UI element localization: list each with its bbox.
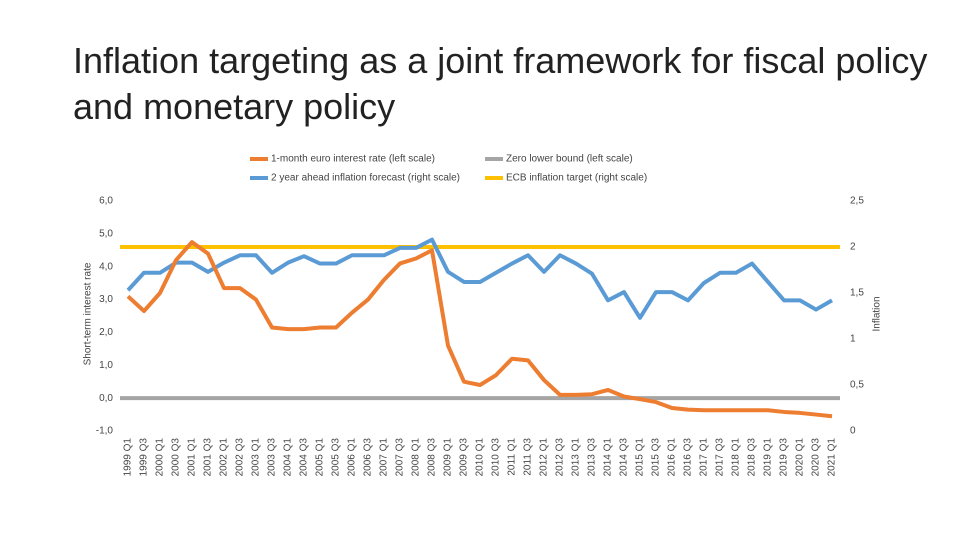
- x-tick-label: 2006 Q1: [347, 438, 358, 477]
- y-tick-label: 6,0: [99, 196, 113, 207]
- legend-label: 2 year ahead inflation forecast (right s…: [271, 173, 460, 184]
- y-tick-label: 3,0: [99, 294, 113, 305]
- x-tick-label: 2015 Q3: [651, 438, 662, 477]
- y-tick-label: 4,0: [99, 261, 113, 272]
- x-tick-label: 2016 Q3: [683, 438, 694, 477]
- y2-tick-label: 1: [850, 334, 856, 345]
- legend-label: Zero lower bound (left scale): [506, 154, 633, 165]
- x-tick-label: 2002 Q3: [235, 438, 246, 477]
- x-tick-label: 2004 Q1: [283, 438, 294, 477]
- x-tick-label: 2014 Q3: [619, 438, 630, 477]
- x-tick-label: 2015 Q1: [635, 438, 646, 477]
- y2-tick-label: 2,5: [850, 196, 864, 207]
- x-tick-label: 2014 Q1: [603, 438, 614, 477]
- x-tick-label: 2001 Q3: [203, 438, 214, 477]
- legend-label: 1-month euro interest rate (left scale): [271, 154, 435, 165]
- series-line: [126, 237, 833, 320]
- x-tick-label: 1999 Q1: [123, 438, 134, 477]
- x-tick-label: 2003 Q3: [267, 438, 278, 477]
- legend-label: ECB inflation target (right scale): [506, 173, 647, 184]
- y2-tick-label: 1,5: [850, 288, 864, 299]
- y-tick-label: 5,0: [99, 228, 113, 239]
- x-tick-label: 2021 Q1: [827, 438, 838, 477]
- x-tick-label: 2004 Q3: [299, 438, 310, 477]
- x-tick-label: 2017 Q1: [699, 438, 710, 477]
- y-tick-label: 2,0: [99, 327, 113, 338]
- x-tick-label: 2001 Q1: [187, 438, 198, 477]
- x-tick-label: 2019 Q3: [779, 438, 790, 477]
- x-tick-label: 2011 Q3: [523, 438, 534, 476]
- x-tick-label: 2008 Q1: [411, 438, 422, 477]
- y2-axis-title: Inflation: [872, 296, 883, 331]
- y2-tick-label: 0: [850, 426, 856, 437]
- x-tick-label: 2018 Q3: [747, 438, 758, 477]
- y-axis-title: Short-term interest rate: [83, 262, 94, 365]
- y-tick-label: 1,0: [99, 360, 113, 371]
- x-tick-label: 2007 Q3: [395, 438, 406, 477]
- x-tick-label: 2005 Q3: [331, 438, 342, 477]
- x-tick-label: 2010 Q1: [475, 438, 486, 477]
- x-tick-label: 2012 Q1: [539, 438, 550, 477]
- y2-tick-label: 2: [850, 242, 856, 253]
- x-tick-label: 2005 Q1: [315, 438, 326, 477]
- x-tick-label: 2013 Q3: [587, 438, 598, 477]
- x-tick-label: 2000 Q3: [171, 438, 182, 477]
- x-tick-label: 2013 Q1: [571, 438, 582, 477]
- chart-title: Inflation targeting as a joint framework…: [73, 40, 928, 127]
- x-tick-label: 2010 Q3: [491, 438, 502, 477]
- x-tick-label: 1999 Q3: [139, 438, 150, 477]
- x-tick-label: 2017 Q3: [715, 438, 726, 477]
- x-tick-label: 2007 Q1: [379, 438, 390, 477]
- y-tick-label: -1,0: [96, 426, 114, 437]
- x-tick-label: 2020 Q1: [795, 438, 806, 477]
- y-tick-label: 0,0: [99, 393, 113, 404]
- x-tick-label: 2016 Q1: [667, 438, 678, 477]
- x-tick-label: 2020 Q3: [811, 438, 822, 477]
- x-tick-label: 2018 Q1: [731, 438, 742, 477]
- x-tick-label: 2002 Q1: [219, 438, 230, 477]
- x-tick-label: 2000 Q1: [155, 438, 166, 477]
- x-tick-label: 2006 Q3: [363, 438, 374, 477]
- x-tick-label: 2003 Q1: [251, 438, 262, 477]
- y2-tick-label: 0,5: [850, 380, 864, 391]
- x-tick-label: 2009 Q1: [443, 438, 454, 477]
- series-line: [126, 240, 833, 419]
- x-tick-label: 2011 Q1: [507, 438, 518, 476]
- x-tick-label: 2019 Q1: [763, 438, 774, 477]
- x-tick-label: 2009 Q3: [459, 438, 470, 477]
- x-tick-label: 2012 Q3: [555, 438, 566, 477]
- x-tick-label: 2008 Q3: [427, 438, 438, 477]
